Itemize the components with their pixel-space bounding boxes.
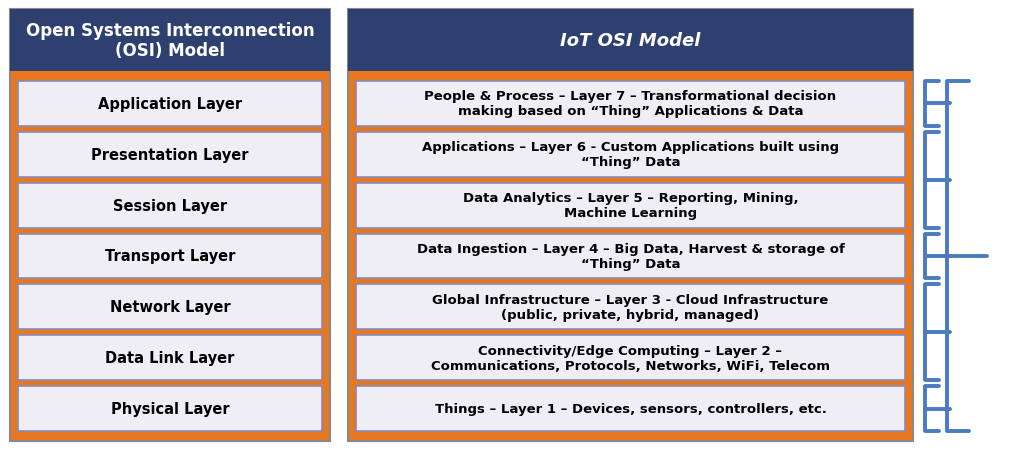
FancyBboxPatch shape — [356, 133, 905, 177]
FancyBboxPatch shape — [10, 10, 330, 72]
FancyBboxPatch shape — [356, 387, 905, 431]
FancyBboxPatch shape — [356, 183, 905, 228]
Text: Session Layer: Session Layer — [113, 198, 227, 213]
Text: Connectivity/Edge Computing – Layer 2 –
Communications, Protocols, Networks, WiF: Connectivity/Edge Computing – Layer 2 – … — [431, 344, 830, 372]
FancyBboxPatch shape — [18, 234, 322, 279]
Text: Data Link Layer: Data Link Layer — [105, 350, 235, 365]
Text: Open Systems Interconnection
(OSI) Model: Open Systems Interconnection (OSI) Model — [26, 22, 314, 60]
FancyBboxPatch shape — [356, 285, 905, 330]
Text: Data Ingestion – Layer 4 – Big Data, Harvest & storage of
“Thing” Data: Data Ingestion – Layer 4 – Big Data, Har… — [417, 243, 844, 271]
Text: Transport Layer: Transport Layer — [105, 249, 235, 264]
Text: Network Layer: Network Layer — [109, 300, 230, 315]
FancyBboxPatch shape — [356, 234, 905, 279]
FancyBboxPatch shape — [348, 10, 913, 441]
Text: People & Process – Layer 7 – Transformational decision
making based on “Thing” A: People & Process – Layer 7 – Transformat… — [425, 90, 836, 118]
Text: Applications – Layer 6 - Custom Applications built using
“Thing” Data: Applications – Layer 6 - Custom Applicat… — [422, 141, 839, 169]
Text: Global Infrastructure – Layer 3 - Cloud Infrastructure
(public, private, hybrid,: Global Infrastructure – Layer 3 - Cloud … — [432, 293, 829, 321]
Text: Application Layer: Application Layer — [98, 97, 242, 112]
FancyBboxPatch shape — [18, 336, 322, 380]
FancyBboxPatch shape — [10, 10, 330, 441]
Text: Physical Layer: Physical Layer — [110, 401, 229, 416]
FancyBboxPatch shape — [356, 82, 905, 127]
FancyBboxPatch shape — [18, 183, 322, 228]
FancyBboxPatch shape — [18, 82, 322, 127]
Text: Data Analytics – Layer 5 – Reporting, Mining,
Machine Learning: Data Analytics – Layer 5 – Reporting, Mi… — [463, 192, 798, 220]
FancyBboxPatch shape — [348, 10, 913, 72]
Text: Presentation Layer: Presentation Layer — [92, 147, 248, 162]
Text: IoT OSI Model: IoT OSI Model — [560, 32, 701, 50]
FancyBboxPatch shape — [18, 387, 322, 431]
FancyBboxPatch shape — [18, 285, 322, 330]
FancyBboxPatch shape — [356, 336, 905, 380]
Text: Things – Layer 1 – Devices, sensors, controllers, etc.: Things – Layer 1 – Devices, sensors, con… — [434, 402, 827, 415]
FancyBboxPatch shape — [18, 133, 322, 177]
